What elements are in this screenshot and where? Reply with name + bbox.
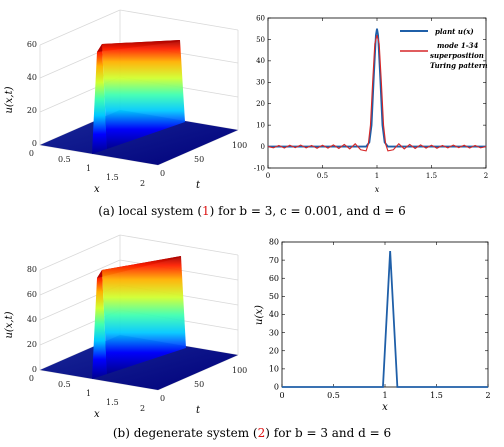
surface-b-xtick: 2 bbox=[140, 404, 145, 413]
surface-a-floor-zero: 0 bbox=[29, 149, 34, 158]
surface-b-xticks: 0.5 1 1.5 2 bbox=[58, 380, 145, 413]
y-tick-label: 40 bbox=[256, 57, 265, 65]
y-tick-label: -10 bbox=[254, 164, 265, 172]
x-tick-label: 0 bbox=[266, 172, 270, 180]
surface-a-ytick: 50 bbox=[194, 155, 204, 164]
surface-b-yticks: 0 50 100 bbox=[160, 366, 247, 403]
caption-a-prefix: (a) local system ( bbox=[98, 204, 203, 218]
y-tick-label: 30 bbox=[269, 328, 279, 337]
surface-b-ztick: 20 bbox=[27, 340, 37, 349]
y-tick-label: 0 bbox=[274, 383, 279, 392]
y-tick-label: 20 bbox=[269, 346, 279, 355]
surface-a-ztick: 60 bbox=[27, 40, 37, 49]
surface-b-zticks: 0 20 40 60 80 bbox=[27, 265, 37, 374]
legend-label-mode: mode 1-34 bbox=[437, 41, 479, 50]
surface-a-xtick: 1 bbox=[86, 164, 91, 173]
line-b-yticks: 0 10 20 30 40 50 60 70 80 bbox=[269, 238, 488, 392]
surface-plot-a: 0 20 40 60 u(x,t) 0.5 1 1.5 2 x 0 50 100… bbox=[4, 9, 247, 195]
surface-a-ztick: 0 bbox=[32, 139, 37, 148]
series-line-1 bbox=[282, 251, 488, 388]
y-tick-label: 40 bbox=[269, 310, 279, 319]
surface-a-ytick: 0 bbox=[160, 169, 165, 178]
legend-label-turing: Turing pattern bbox=[430, 61, 488, 70]
surface-b-ridge bbox=[92, 270, 107, 379]
line-a-legend: plant u(x) mode 1-34 superposition Turin… bbox=[400, 27, 488, 70]
surface-b-ztick: 40 bbox=[27, 315, 37, 324]
y-tick-label: 10 bbox=[269, 365, 279, 374]
caption-a: (a) local system (1) for b = 3, c = 0.00… bbox=[0, 204, 504, 218]
surface-b-zlabel: u(x,t) bbox=[4, 311, 15, 338]
surface-a-zticks: 0 20 40 60 bbox=[27, 40, 37, 148]
x-tick-label: 2 bbox=[485, 391, 490, 400]
surface-b-xtick: 1.5 bbox=[106, 398, 119, 407]
x-tick-label: 1.5 bbox=[430, 391, 443, 400]
surface-a-ridge-back bbox=[102, 40, 185, 149]
x-tick-label: 0 bbox=[279, 391, 284, 400]
surface-a-xticks: 0.5 1 1.5 2 bbox=[58, 155, 145, 188]
caption-b-prefix: (b) degenerate system ( bbox=[112, 426, 258, 440]
surface-a-xtick: 0.5 bbox=[58, 155, 71, 164]
surface-b-ytick: 0 bbox=[160, 394, 165, 403]
surface-b-ytick: 50 bbox=[194, 380, 204, 389]
x-tick-label: 2 bbox=[484, 172, 488, 180]
surface-b-ytick: 100 bbox=[232, 366, 247, 375]
legend-label-plant: plant u(x) bbox=[435, 27, 474, 36]
surface-b-ztick: 0 bbox=[32, 365, 37, 374]
caption-b-ref[interactable]: 2 bbox=[257, 426, 266, 440]
y-tick-label: 0 bbox=[261, 143, 265, 151]
y-tick-label: 50 bbox=[256, 36, 265, 44]
caption-b-suffix: ) for b = 3 and d = 6 bbox=[265, 426, 392, 440]
line-a-xlabel: x bbox=[375, 185, 380, 194]
surface-b-ridge-back bbox=[102, 256, 186, 374]
surface-b-floor-zero: 0 bbox=[29, 374, 34, 383]
x-tick-label: 1.5 bbox=[426, 172, 437, 180]
line-a-xticks: 0 0.5 1 1.5 2 bbox=[266, 18, 488, 180]
y-tick-label: 60 bbox=[269, 274, 279, 283]
line-b-xticks: 0 0.5 1 1.5 2 bbox=[279, 242, 491, 400]
line-plot-b: 0 10 20 30 40 50 60 70 80 0 0.5 1 1.5 2 x u(x) bbox=[254, 238, 491, 413]
line-b-ylabel: u(x) bbox=[254, 305, 265, 325]
surface-b-ylabel: t bbox=[196, 405, 201, 416]
y-tick-label: 70 bbox=[269, 256, 279, 265]
caption-a-ref[interactable]: 1 bbox=[202, 204, 210, 218]
surface-a-xtick: 1.5 bbox=[106, 173, 119, 182]
x-tick-label: 1 bbox=[382, 391, 387, 400]
surface-a-yticks: 0 50 100 bbox=[160, 141, 247, 178]
series-line-1 bbox=[268, 28, 486, 148]
surface-plot-b: 0 20 40 60 80 u(x,t) 0.5 1 1.5 2 x 0 50 … bbox=[4, 234, 247, 420]
surface-b-ztick: 80 bbox=[27, 265, 37, 274]
y-tick-label: 30 bbox=[256, 79, 265, 87]
x-tick-label: 1 bbox=[375, 172, 379, 180]
line-b-series bbox=[282, 251, 488, 388]
legend-label-superposition: superposition bbox=[430, 51, 484, 60]
y-tick-label: 80 bbox=[269, 238, 279, 247]
line-b-xlabel: x bbox=[382, 402, 388, 413]
surface-a-xtick: 2 bbox=[140, 179, 145, 188]
surface-a-ylabel: t bbox=[196, 180, 201, 191]
surface-b-xtick: 0.5 bbox=[58, 380, 71, 389]
series-line-2 bbox=[267, 35, 487, 152]
surface-a-ztick: 20 bbox=[27, 106, 37, 115]
surface-a-ridge bbox=[92, 44, 107, 154]
y-tick-label: 50 bbox=[269, 292, 279, 301]
surface-a-xlabel: x bbox=[94, 184, 100, 195]
line-b-frame bbox=[281, 241, 489, 388]
surface-a-ytick: 100 bbox=[232, 141, 247, 150]
y-tick-label: 60 bbox=[256, 14, 265, 22]
x-tick-label: 0.5 bbox=[317, 172, 328, 180]
line-a-series bbox=[267, 28, 487, 152]
y-tick-label: 10 bbox=[256, 121, 265, 129]
line-a-yticks: -10 0 10 20 30 40 50 60 bbox=[254, 14, 486, 172]
surface-b-xtick: 1 bbox=[86, 389, 91, 398]
surface-b-xlabel: x bbox=[94, 409, 100, 420]
y-tick-label: 20 bbox=[256, 100, 265, 108]
caption-b: (b) degenerate system (2) for b = 3 and … bbox=[0, 426, 504, 440]
x-tick-label: 0.5 bbox=[327, 391, 340, 400]
caption-a-suffix: ) for b = 3, c = 0.001, and d = 6 bbox=[209, 204, 406, 218]
surface-b-ztick: 60 bbox=[27, 290, 37, 299]
surface-a-ztick: 40 bbox=[27, 73, 37, 82]
surface-a-zlabel: u(x,t) bbox=[4, 86, 15, 113]
